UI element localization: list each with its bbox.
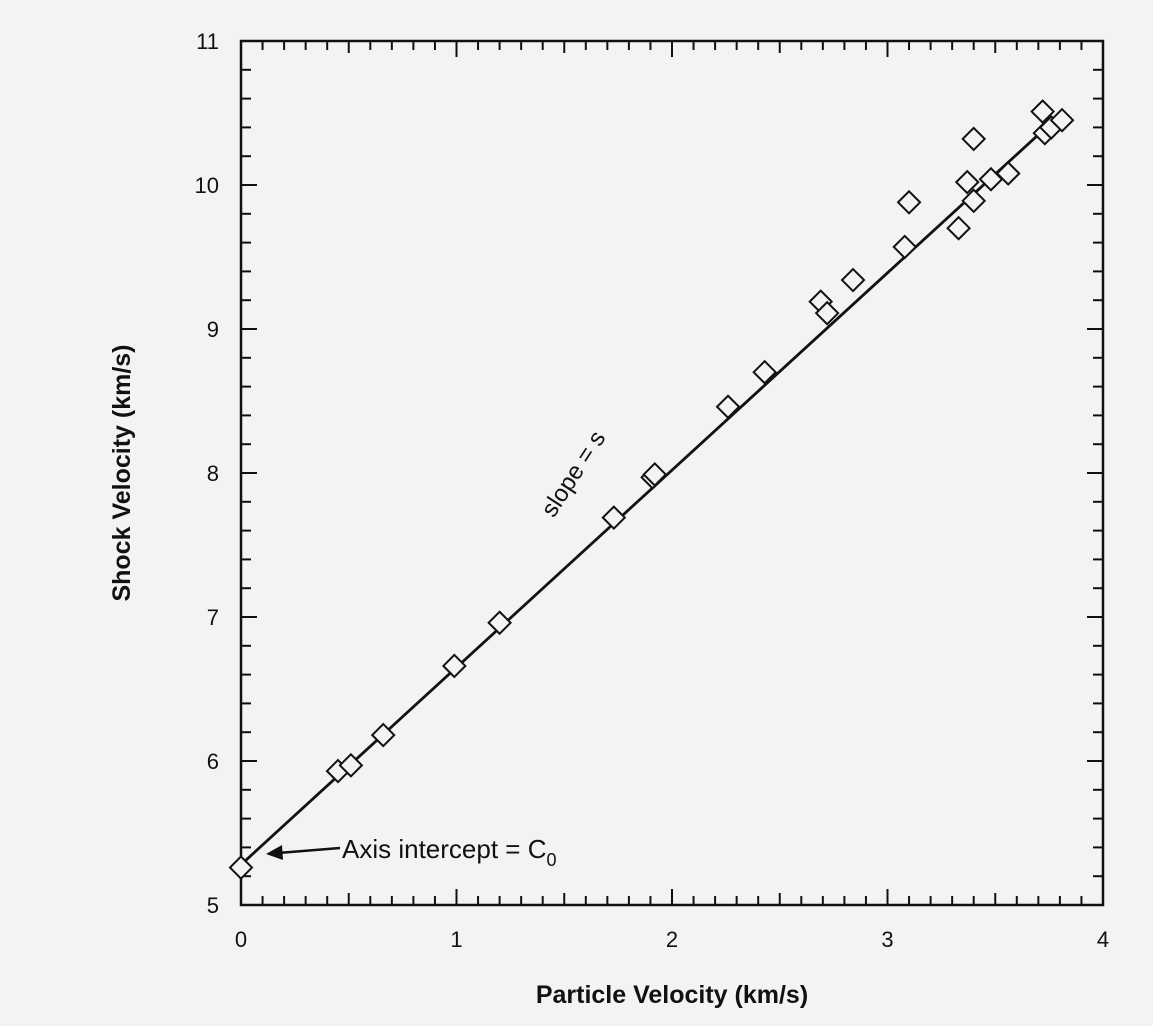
data-point [752, 359, 778, 385]
data-point [715, 394, 741, 420]
data-point [228, 855, 254, 880]
data-point [601, 505, 627, 531]
y-tick-label: 11 [196, 29, 219, 54]
data-point [961, 126, 987, 152]
data-point [896, 189, 922, 215]
y-tick-label: 5 [207, 893, 219, 918]
data-point [814, 300, 840, 326]
slope-annotation: slope = s [536, 426, 611, 522]
data-point [370, 722, 396, 748]
intercept-arrow-shaft [277, 846, 341, 855]
y-tick-label: 10 [195, 173, 219, 198]
tick-marks [240, 40, 1104, 906]
y-tick-label: 9 [207, 317, 219, 342]
intercept-label: Axis intercept = C0 [342, 834, 557, 870]
data-point [840, 267, 866, 293]
data-point [1030, 99, 1056, 124]
x-axis-label: Particle Velocity (km/s) [536, 981, 808, 1009]
x-tick-labels: 0 1 2 3 4 [235, 927, 1109, 952]
data-point [487, 610, 513, 636]
y-tick-label: 7 [207, 605, 219, 630]
plot-frame [239, 39, 1105, 907]
y-tick-label: 6 [207, 749, 219, 774]
x-tick-label: 0 [235, 927, 247, 952]
intercept-arrow-head [266, 845, 283, 860]
x-tick-label: 4 [1097, 927, 1109, 952]
data-point [338, 752, 364, 778]
data-point [995, 161, 1021, 186]
x-tick-label: 2 [666, 927, 678, 952]
data-point [642, 462, 668, 487]
data-point [961, 188, 987, 214]
data-point [441, 653, 467, 679]
y-axis-label: Shock Velocity (km/s) [108, 344, 136, 601]
data-points [228, 99, 1075, 880]
y-tick-labels: 5 6 7 8 9 10 11 [195, 29, 219, 918]
data-point [946, 215, 972, 241]
x-tick-label: 1 [450, 927, 462, 952]
data-point [892, 234, 918, 260]
x-tick-label: 3 [881, 927, 893, 952]
intercept-annotation: Axis intercept = C0 [266, 834, 557, 870]
data-point [954, 169, 980, 195]
y-tick-label: 8 [207, 461, 219, 486]
data-point [1049, 107, 1075, 133]
